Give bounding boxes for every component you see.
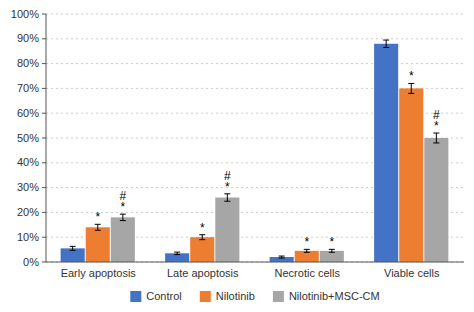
- y-tick: [42, 38, 46, 39]
- y-tick-label: 10%: [17, 231, 39, 243]
- error-bar: [224, 194, 230, 201]
- grid-line: [46, 262, 464, 263]
- annotation: *: [95, 210, 100, 224]
- legend-label: Nilotinib: [216, 290, 255, 302]
- error-bar: [70, 246, 76, 250]
- error-bar: [383, 40, 389, 47]
- x-axis: Early apoptosis Late apoptosis Necrotic ce…: [46, 262, 464, 279]
- y-tick: [42, 262, 46, 263]
- legend-item: Control: [130, 290, 181, 302]
- x-axis-line: [46, 262, 464, 263]
- bars: [61, 44, 449, 262]
- legend-label: Nilotinib+MSC-CM: [289, 290, 380, 302]
- error-bar: [433, 133, 439, 143]
- legend-item: Nilotinib+MSC-CM: [273, 290, 380, 302]
- bar: [424, 138, 448, 262]
- annotation: *: [200, 221, 205, 235]
- y-tick: [42, 138, 46, 139]
- grid: [46, 14, 464, 262]
- y-tick-label: 30%: [17, 181, 39, 193]
- error-bar: [304, 249, 310, 252]
- chart: 0% 10% 20% 30% 40% 50% 60% 70% 80% 90% 100% Early a…: [0, 0, 474, 312]
- error-bar: [279, 256, 285, 258]
- legend-label: Control: [146, 290, 181, 302]
- error-bar: [408, 83, 414, 93]
- annotation: #: [433, 108, 440, 122]
- error-bar: [120, 214, 126, 220]
- x-tick-label: Late apoptosis: [167, 267, 239, 279]
- annotation: *: [304, 235, 309, 249]
- y-tick: [42, 113, 46, 114]
- error-bar: [199, 235, 205, 240]
- y-tick: [42, 14, 46, 15]
- error-bar: [95, 224, 101, 230]
- y-tick: [42, 212, 46, 213]
- y-tick: [42, 88, 46, 89]
- legend-swatch: [130, 291, 141, 302]
- y-tick-label: 20%: [17, 206, 39, 218]
- grid-line: [46, 14, 464, 15]
- bar: [270, 257, 294, 262]
- y-tick-label: 80%: [17, 57, 39, 69]
- error-bars: [70, 40, 440, 258]
- bar: [374, 44, 398, 262]
- y-tick-label: 60%: [17, 107, 39, 119]
- legend: Control Nilotinib Nilotinib+MSC-CM: [130, 290, 379, 302]
- legend-swatch: [273, 291, 284, 302]
- y-tick: [42, 63, 46, 64]
- y-axis-line: [46, 14, 47, 262]
- annotation: *: [329, 235, 334, 249]
- bar: [190, 237, 214, 262]
- y-tick: [42, 162, 46, 163]
- grid-line: [46, 63, 464, 64]
- bar: [86, 227, 110, 262]
- error-bar: [329, 249, 335, 252]
- y-tick-label: 100%: [11, 8, 39, 20]
- legend-item: Nilotinib: [200, 290, 255, 302]
- legend-swatch: [200, 291, 211, 302]
- y-tick-label: 40%: [17, 156, 39, 168]
- x-tick-label: Early apoptosis: [61, 267, 137, 279]
- bar: [399, 88, 423, 262]
- y-axis: 0% 10% 20% 30% 40% 50% 60% 70% 80% 90% 100%: [11, 8, 46, 268]
- annotation: *: [409, 69, 414, 83]
- annotation: #: [119, 189, 126, 203]
- y-tick: [42, 237, 46, 238]
- y-tick-label: 70%: [17, 82, 39, 94]
- y-tick-label: 50%: [17, 132, 39, 144]
- y-tick-label: 0%: [23, 256, 39, 268]
- annotations: **#**#****#: [95, 69, 440, 249]
- annotation: #: [224, 169, 231, 183]
- bar: [215, 198, 239, 262]
- y-tick: [42, 187, 46, 188]
- x-tick-label: Necrotic cells: [275, 267, 341, 279]
- bar: [111, 217, 135, 262]
- error-bar: [174, 252, 180, 254]
- grid-line: [46, 38, 464, 39]
- y-tick-label: 90%: [17, 32, 39, 44]
- x-tick-label: Viable cells: [384, 267, 440, 279]
